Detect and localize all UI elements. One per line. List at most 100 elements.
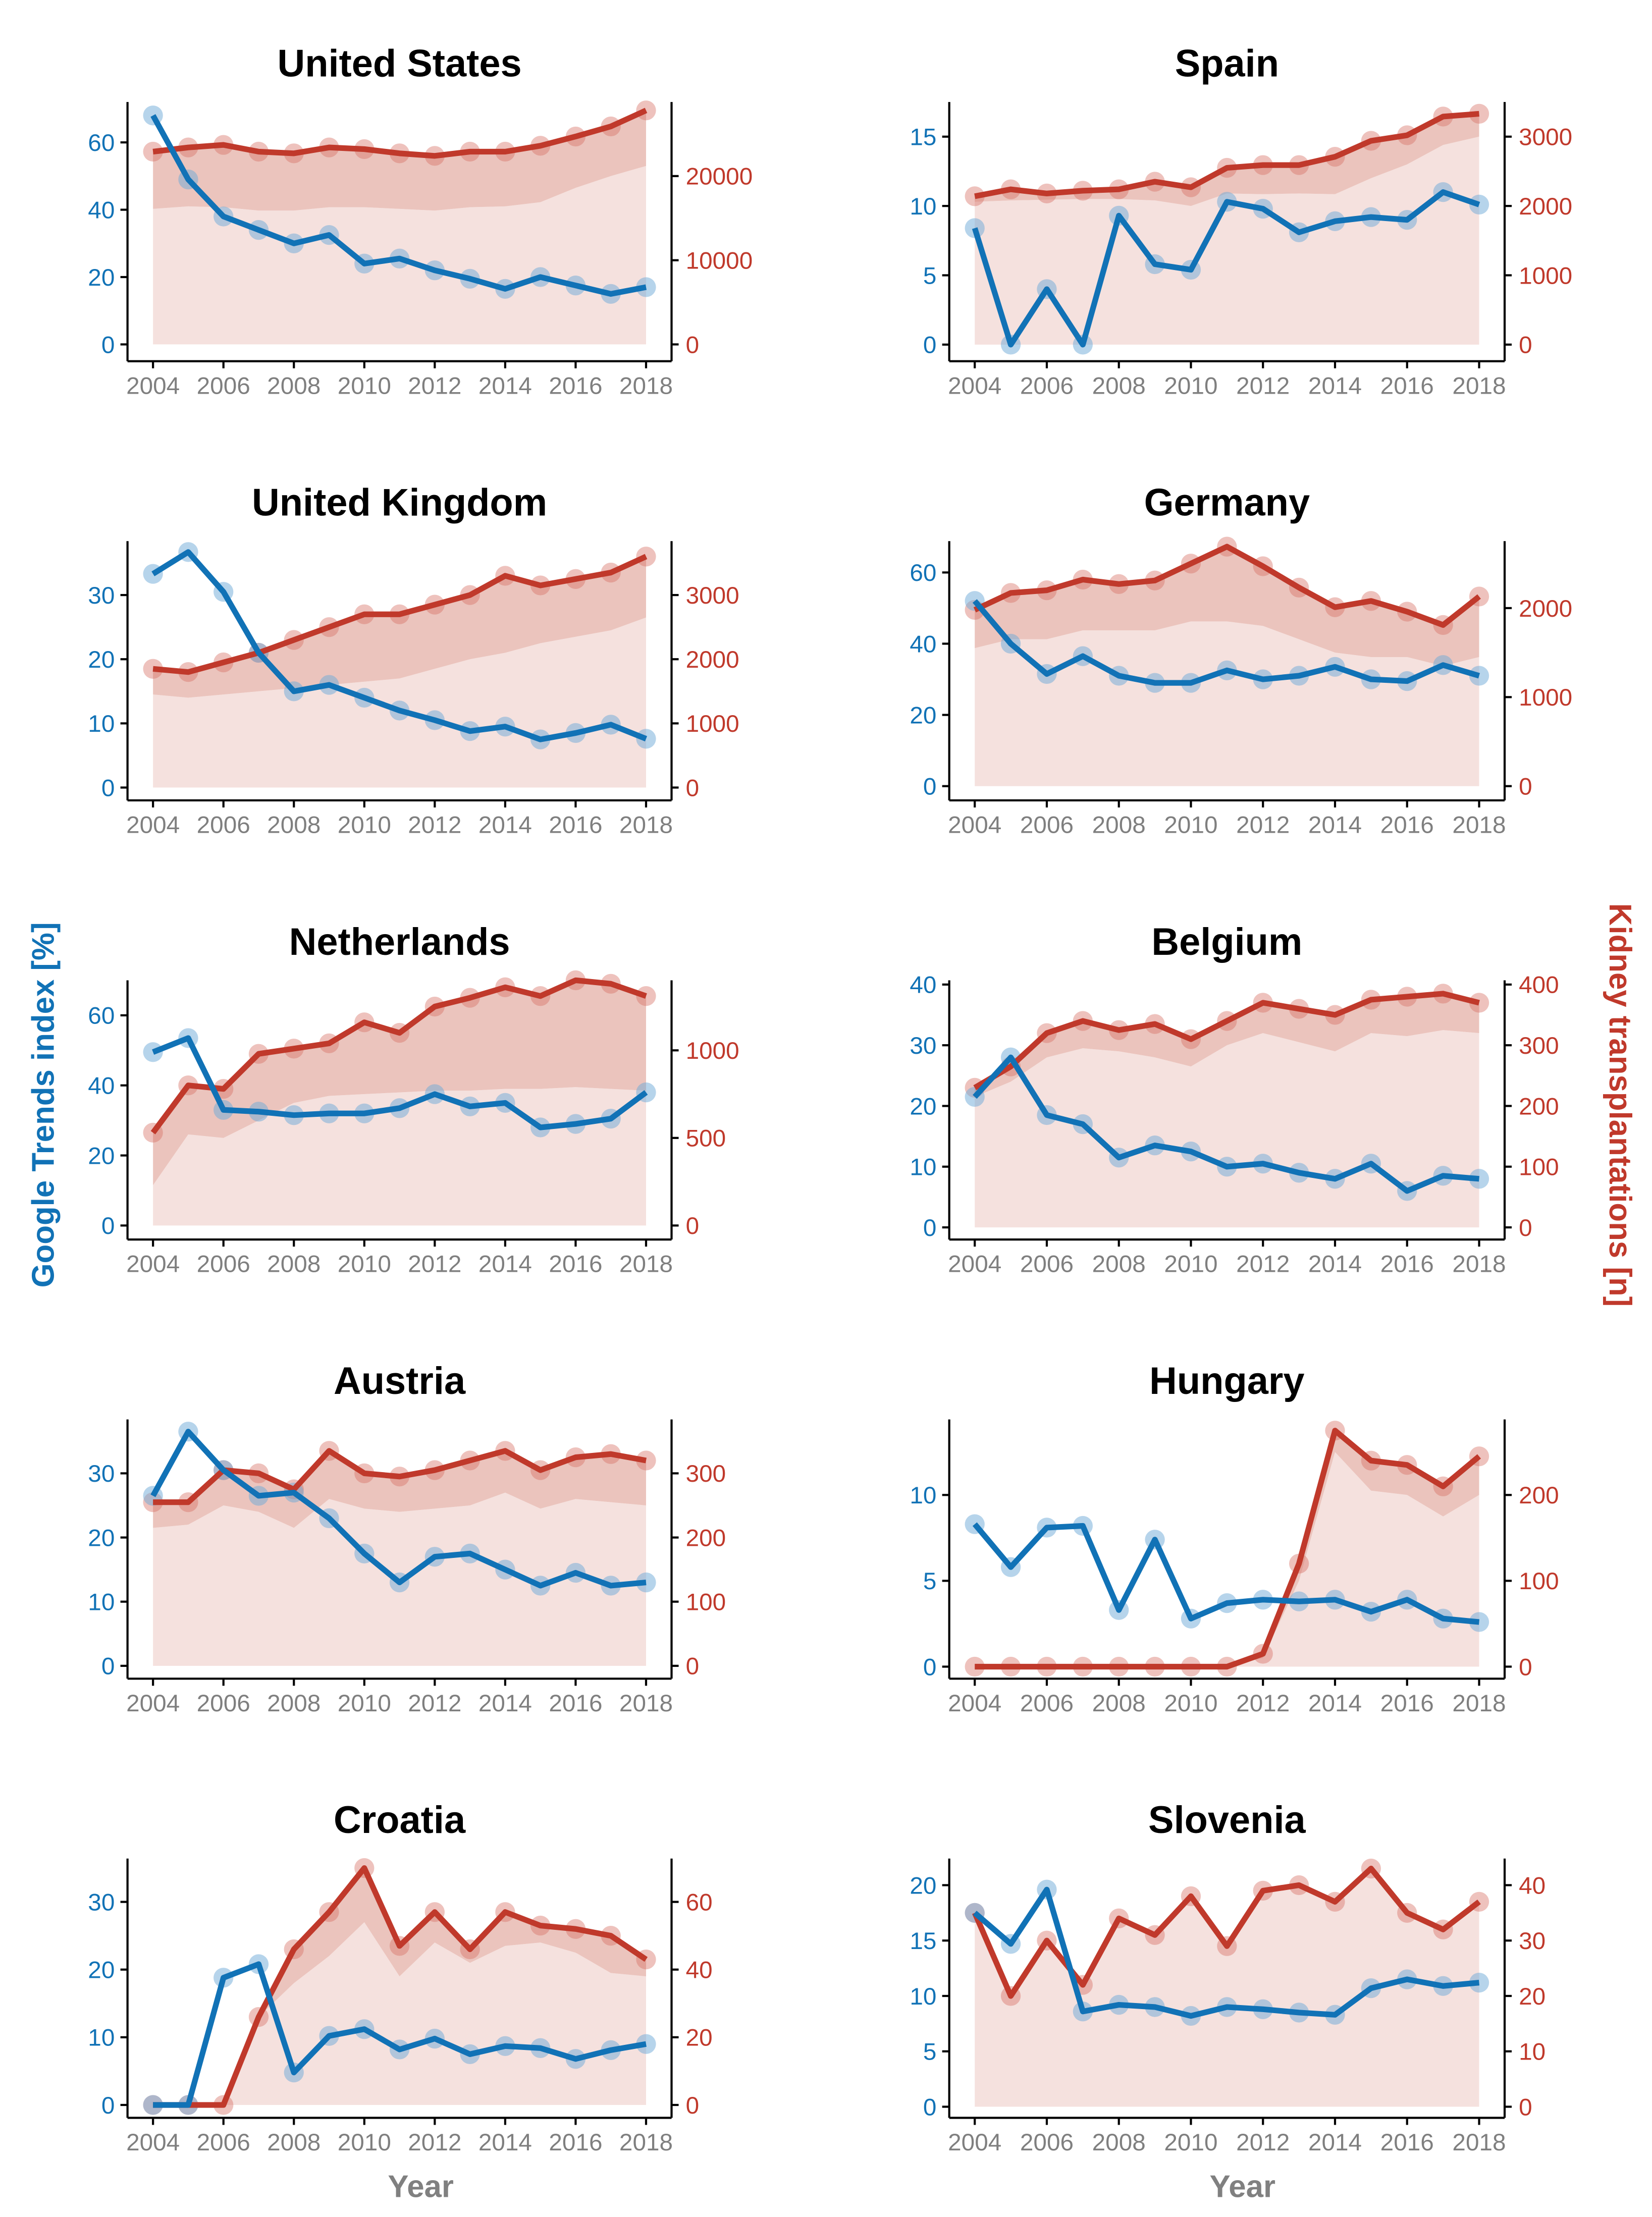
left-tick-label: 0 xyxy=(101,775,115,801)
x-tick-label: 2016 xyxy=(549,372,602,399)
left-tick-label: 0 xyxy=(923,1215,937,1241)
left-tick-label: 40 xyxy=(88,197,115,224)
right-tick-label: 0 xyxy=(686,775,700,801)
left-tick-label: 10 xyxy=(88,711,115,737)
x-tick-label: 2004 xyxy=(948,372,1001,399)
right-tick-label: 10 xyxy=(1519,2039,1546,2066)
x-tick-label: 2014 xyxy=(478,372,532,399)
x-tick-label: 2012 xyxy=(408,2129,461,2156)
right-tick-label: 100 xyxy=(1519,1154,1559,1181)
x-tick-label: 2018 xyxy=(619,372,673,399)
right-tick-label: 0 xyxy=(1519,1215,1532,1241)
x-tick-label: 2016 xyxy=(549,1251,602,1278)
x-tick-label: 2010 xyxy=(338,1690,391,1717)
x-tick-label: 2010 xyxy=(1164,1251,1217,1278)
right-tick-label: 200 xyxy=(1519,1093,1559,1120)
x-tick-label: 2012 xyxy=(408,372,461,399)
x-axis-title-right: Year xyxy=(1209,2170,1275,2204)
x-tick-label: 2008 xyxy=(1092,1690,1146,1717)
x-tick-label: 2006 xyxy=(197,812,250,839)
x-tick-label: 2018 xyxy=(1452,1251,1506,1278)
x-tick-label: 2014 xyxy=(478,812,532,839)
left-tick-label: 60 xyxy=(88,130,115,156)
left-tick-label: 40 xyxy=(910,631,936,658)
x-tick-label: 2016 xyxy=(1380,2129,1434,2156)
left-tick-label: 30 xyxy=(88,582,115,609)
panel-title: Austria xyxy=(334,1360,466,1402)
right-tick-label: 20 xyxy=(686,2025,713,2051)
transplant-lower-area xyxy=(975,136,1479,345)
transplant-line xyxy=(152,554,648,675)
trends-line xyxy=(152,1035,648,1130)
right-tick-label: 40 xyxy=(1519,1872,1546,1899)
x-tick-label: 2018 xyxy=(619,1251,673,1278)
left-tick-label: 20 xyxy=(910,1093,936,1120)
right-tick-label: 1000 xyxy=(1519,262,1572,289)
x-tick-label: 2006 xyxy=(197,372,250,399)
left-tick-label: 15 xyxy=(910,124,936,151)
x-tick-label: 2004 xyxy=(126,1690,180,1717)
x-tick-label: 2014 xyxy=(1308,1251,1362,1278)
x-tick-label: 2018 xyxy=(1452,812,1506,839)
x-tick-label: 2006 xyxy=(197,1251,250,1278)
left-tick-label: 10 xyxy=(910,1154,936,1181)
left-tick-label: 30 xyxy=(910,1033,936,1059)
trends-line xyxy=(973,1054,1479,1194)
panel-slovenia: Slovenia 0 5 10 15 20 0 10 20 30 40 2004 2006 2008 201… xyxy=(910,1799,1546,2156)
x-tick-label: 2008 xyxy=(267,2129,321,2156)
transplant-lower-area xyxy=(975,1452,1479,1667)
x-tick-label: 2008 xyxy=(1092,1251,1146,1278)
x-tick-label: 2012 xyxy=(1236,812,1290,839)
trends-line xyxy=(973,1886,1480,2019)
right-tick-label: 100 xyxy=(686,1589,726,1616)
x-tick-label: 2004 xyxy=(126,2129,180,2156)
x-tick-label: 2006 xyxy=(1020,1690,1074,1717)
left-tick-label: 5 xyxy=(923,2039,937,2066)
panel-title: Netherlands xyxy=(289,921,510,963)
left-tick-label: 40 xyxy=(910,972,936,999)
transplant-band-area xyxy=(975,114,1479,206)
right-tick-label: 20 xyxy=(1519,1983,1546,2010)
right-tick-label: 300 xyxy=(686,1461,726,1487)
x-tick-label: 2016 xyxy=(1380,1690,1434,1717)
left-tick-label: 20 xyxy=(88,1143,115,1169)
x-tick-label: 2014 xyxy=(478,2129,532,2156)
right-tick-label: 0 xyxy=(686,1653,700,1680)
transplant-line xyxy=(972,1865,1481,1999)
transplant-lower-area xyxy=(975,1868,1479,2107)
transplant-line xyxy=(152,107,648,159)
panel-title: Belgium xyxy=(1151,921,1302,963)
x-tick-label: 2014 xyxy=(478,1251,532,1278)
panel-title: United States xyxy=(277,42,521,85)
x-tick-label: 2004 xyxy=(948,812,1001,839)
right-tick-label: 1000 xyxy=(1519,684,1572,711)
x-tick-label: 2016 xyxy=(1380,812,1434,839)
x-tick-label: 2014 xyxy=(1308,812,1362,839)
x-tick-label: 2012 xyxy=(1236,1690,1290,1717)
left-tick-label: 10 xyxy=(910,1983,936,2010)
right-tick-label: 60 xyxy=(686,1889,713,1916)
x-axis-title-left: Year xyxy=(388,2170,454,2204)
x-tick-label: 2008 xyxy=(1092,2129,1146,2156)
x-tick-label: 2008 xyxy=(267,1690,321,1717)
transplant-band-area xyxy=(153,556,646,698)
x-tick-label: 2018 xyxy=(1452,2129,1506,2156)
panel-title: Hungary xyxy=(1149,1360,1304,1402)
left-tick-label: 0 xyxy=(923,332,937,359)
transplant-band-area xyxy=(153,1450,646,1528)
x-tick-label: 2008 xyxy=(1092,812,1146,839)
trends-line xyxy=(153,1961,647,2108)
trends-line xyxy=(972,1522,1480,1625)
x-tick-label: 2010 xyxy=(1164,2129,1217,2156)
panel-united-states: United States 0 20 40 60 0 10000 20000 2004 2006 2… xyxy=(88,42,753,400)
left-tick-label: 20 xyxy=(88,264,115,291)
transplant-band-area xyxy=(153,110,646,211)
right-tick-label: 0 xyxy=(1519,774,1532,800)
left-tick-label: 10 xyxy=(910,193,936,220)
x-tick-label: 2018 xyxy=(619,2129,673,2156)
left-tick-label: 30 xyxy=(88,1461,115,1487)
left-tick-label: 20 xyxy=(910,702,936,729)
panel-title: Croatia xyxy=(334,1799,466,1842)
